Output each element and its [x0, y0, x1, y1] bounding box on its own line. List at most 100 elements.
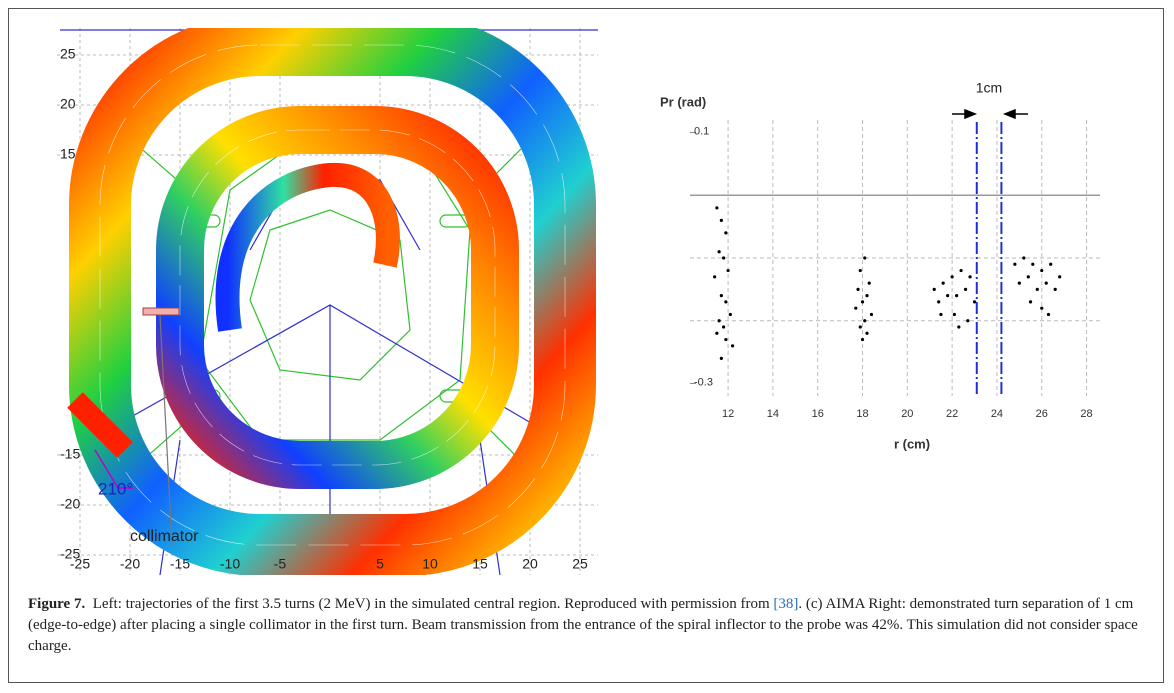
- point: [869, 312, 874, 317]
- separation-label: 1cm: [976, 80, 1002, 96]
- collimator-label: collimator: [130, 528, 199, 545]
- pointer: [159, 314, 173, 546]
- x-tick-label: 16: [812, 408, 824, 420]
- x-tick-label: 26: [1036, 408, 1048, 420]
- caption: Figure 7. Left: trajectories of the firs…: [28, 594, 1148, 657]
- x-tick-label: 15: [472, 556, 488, 572]
- point: [950, 275, 954, 279]
- point: [1026, 275, 1030, 279]
- caption-text: . (c) AIMA Right: demonstrated turn sepa…: [28, 596, 1138, 654]
- point: [719, 294, 723, 298]
- y-tick-label: -25: [60, 546, 80, 562]
- y-tick-label: -15: [60, 446, 80, 462]
- point: [1013, 262, 1017, 266]
- point: [952, 312, 956, 317]
- figure-frame: [8, 8, 1164, 683]
- x-axis-label: r (cm): [894, 436, 930, 451]
- pointer: [94, 449, 133, 489]
- point: [856, 287, 860, 291]
- x-tick-label: 12: [722, 408, 734, 420]
- x-tick-label: -25: [70, 556, 90, 572]
- trajectory-image: [60, 28, 598, 575]
- x-tick-label: 20: [901, 408, 913, 420]
- y-tick-label: 15: [60, 146, 76, 162]
- point: [939, 312, 943, 317]
- point: [1053, 287, 1057, 291]
- reference-link[interactable]: [38]: [773, 596, 799, 612]
- point: [854, 306, 858, 310]
- point: [724, 337, 728, 342]
- point: [1058, 275, 1062, 279]
- y-tick-label: -20: [60, 496, 80, 512]
- x-tick-label: 20: [522, 556, 538, 572]
- beam-exit: [67, 392, 133, 458]
- point: [957, 325, 961, 329]
- caption-text: Left: trajectories of the first 3.5 turn…: [92, 596, 774, 612]
- x-tick-label: 5: [376, 556, 384, 572]
- point: [715, 206, 719, 210]
- point: [722, 256, 726, 260]
- y-tick-label: 0.1: [694, 125, 709, 137]
- point: [1049, 262, 1053, 266]
- y-tick-label: -0.3: [694, 376, 713, 388]
- x-tick-label: 22: [946, 408, 958, 420]
- point: [968, 275, 972, 279]
- point: [719, 218, 723, 222]
- trajectory-lines: [99, 44, 566, 546]
- point: [941, 281, 945, 285]
- point: [715, 331, 719, 335]
- figure: 210° collimator Pr (rad) r (cm) 1cm -25-…: [57, 28, 1100, 575]
- point: [1040, 306, 1044, 310]
- point: [1035, 287, 1039, 291]
- x-tick-label: 24: [991, 408, 1003, 420]
- x-tick-label: 28: [1080, 408, 1092, 420]
- y-axis-label: Pr (rad): [660, 94, 706, 109]
- point: [972, 300, 977, 304]
- point: [1031, 262, 1035, 266]
- point: [724, 231, 728, 235]
- point: [966, 319, 970, 323]
- point: [1040, 268, 1044, 273]
- x-tick-label: -5: [274, 556, 287, 572]
- x-tick-label: 25: [572, 556, 588, 572]
- angle-label: 210°: [98, 479, 133, 498]
- point: [722, 325, 726, 329]
- y-tick-label: 25: [60, 46, 76, 62]
- x-tick-label: -20: [120, 556, 140, 572]
- point: [730, 344, 735, 348]
- point: [1017, 281, 1021, 285]
- point: [860, 337, 865, 342]
- point: [860, 300, 865, 304]
- point: [1022, 256, 1026, 260]
- point: [713, 275, 717, 279]
- point: [867, 281, 871, 285]
- point: [865, 331, 869, 335]
- point: [959, 268, 963, 273]
- point: [955, 294, 959, 298]
- point: [724, 300, 728, 304]
- y-tick-label: 20: [60, 96, 76, 112]
- point: [717, 319, 721, 323]
- x-tick-label: -15: [170, 556, 190, 572]
- point: [1044, 281, 1048, 285]
- caption-label: Figure 7.: [28, 596, 86, 612]
- collimator-mark: [142, 307, 180, 316]
- point: [719, 356, 723, 360]
- point: [728, 312, 732, 317]
- point: [932, 287, 936, 291]
- trajectory-lines: [179, 129, 496, 466]
- point: [946, 294, 950, 298]
- point: [1028, 300, 1033, 304]
- point: [963, 287, 968, 291]
- x-tick-label: 14: [767, 408, 779, 420]
- arrows: [952, 108, 1028, 120]
- point: [865, 294, 869, 298]
- point: [937, 300, 941, 304]
- point: [863, 256, 867, 260]
- point: [717, 250, 721, 254]
- point: [863, 319, 867, 323]
- point: [858, 325, 862, 329]
- point: [858, 268, 862, 273]
- x-tick-label: -10: [220, 556, 240, 572]
